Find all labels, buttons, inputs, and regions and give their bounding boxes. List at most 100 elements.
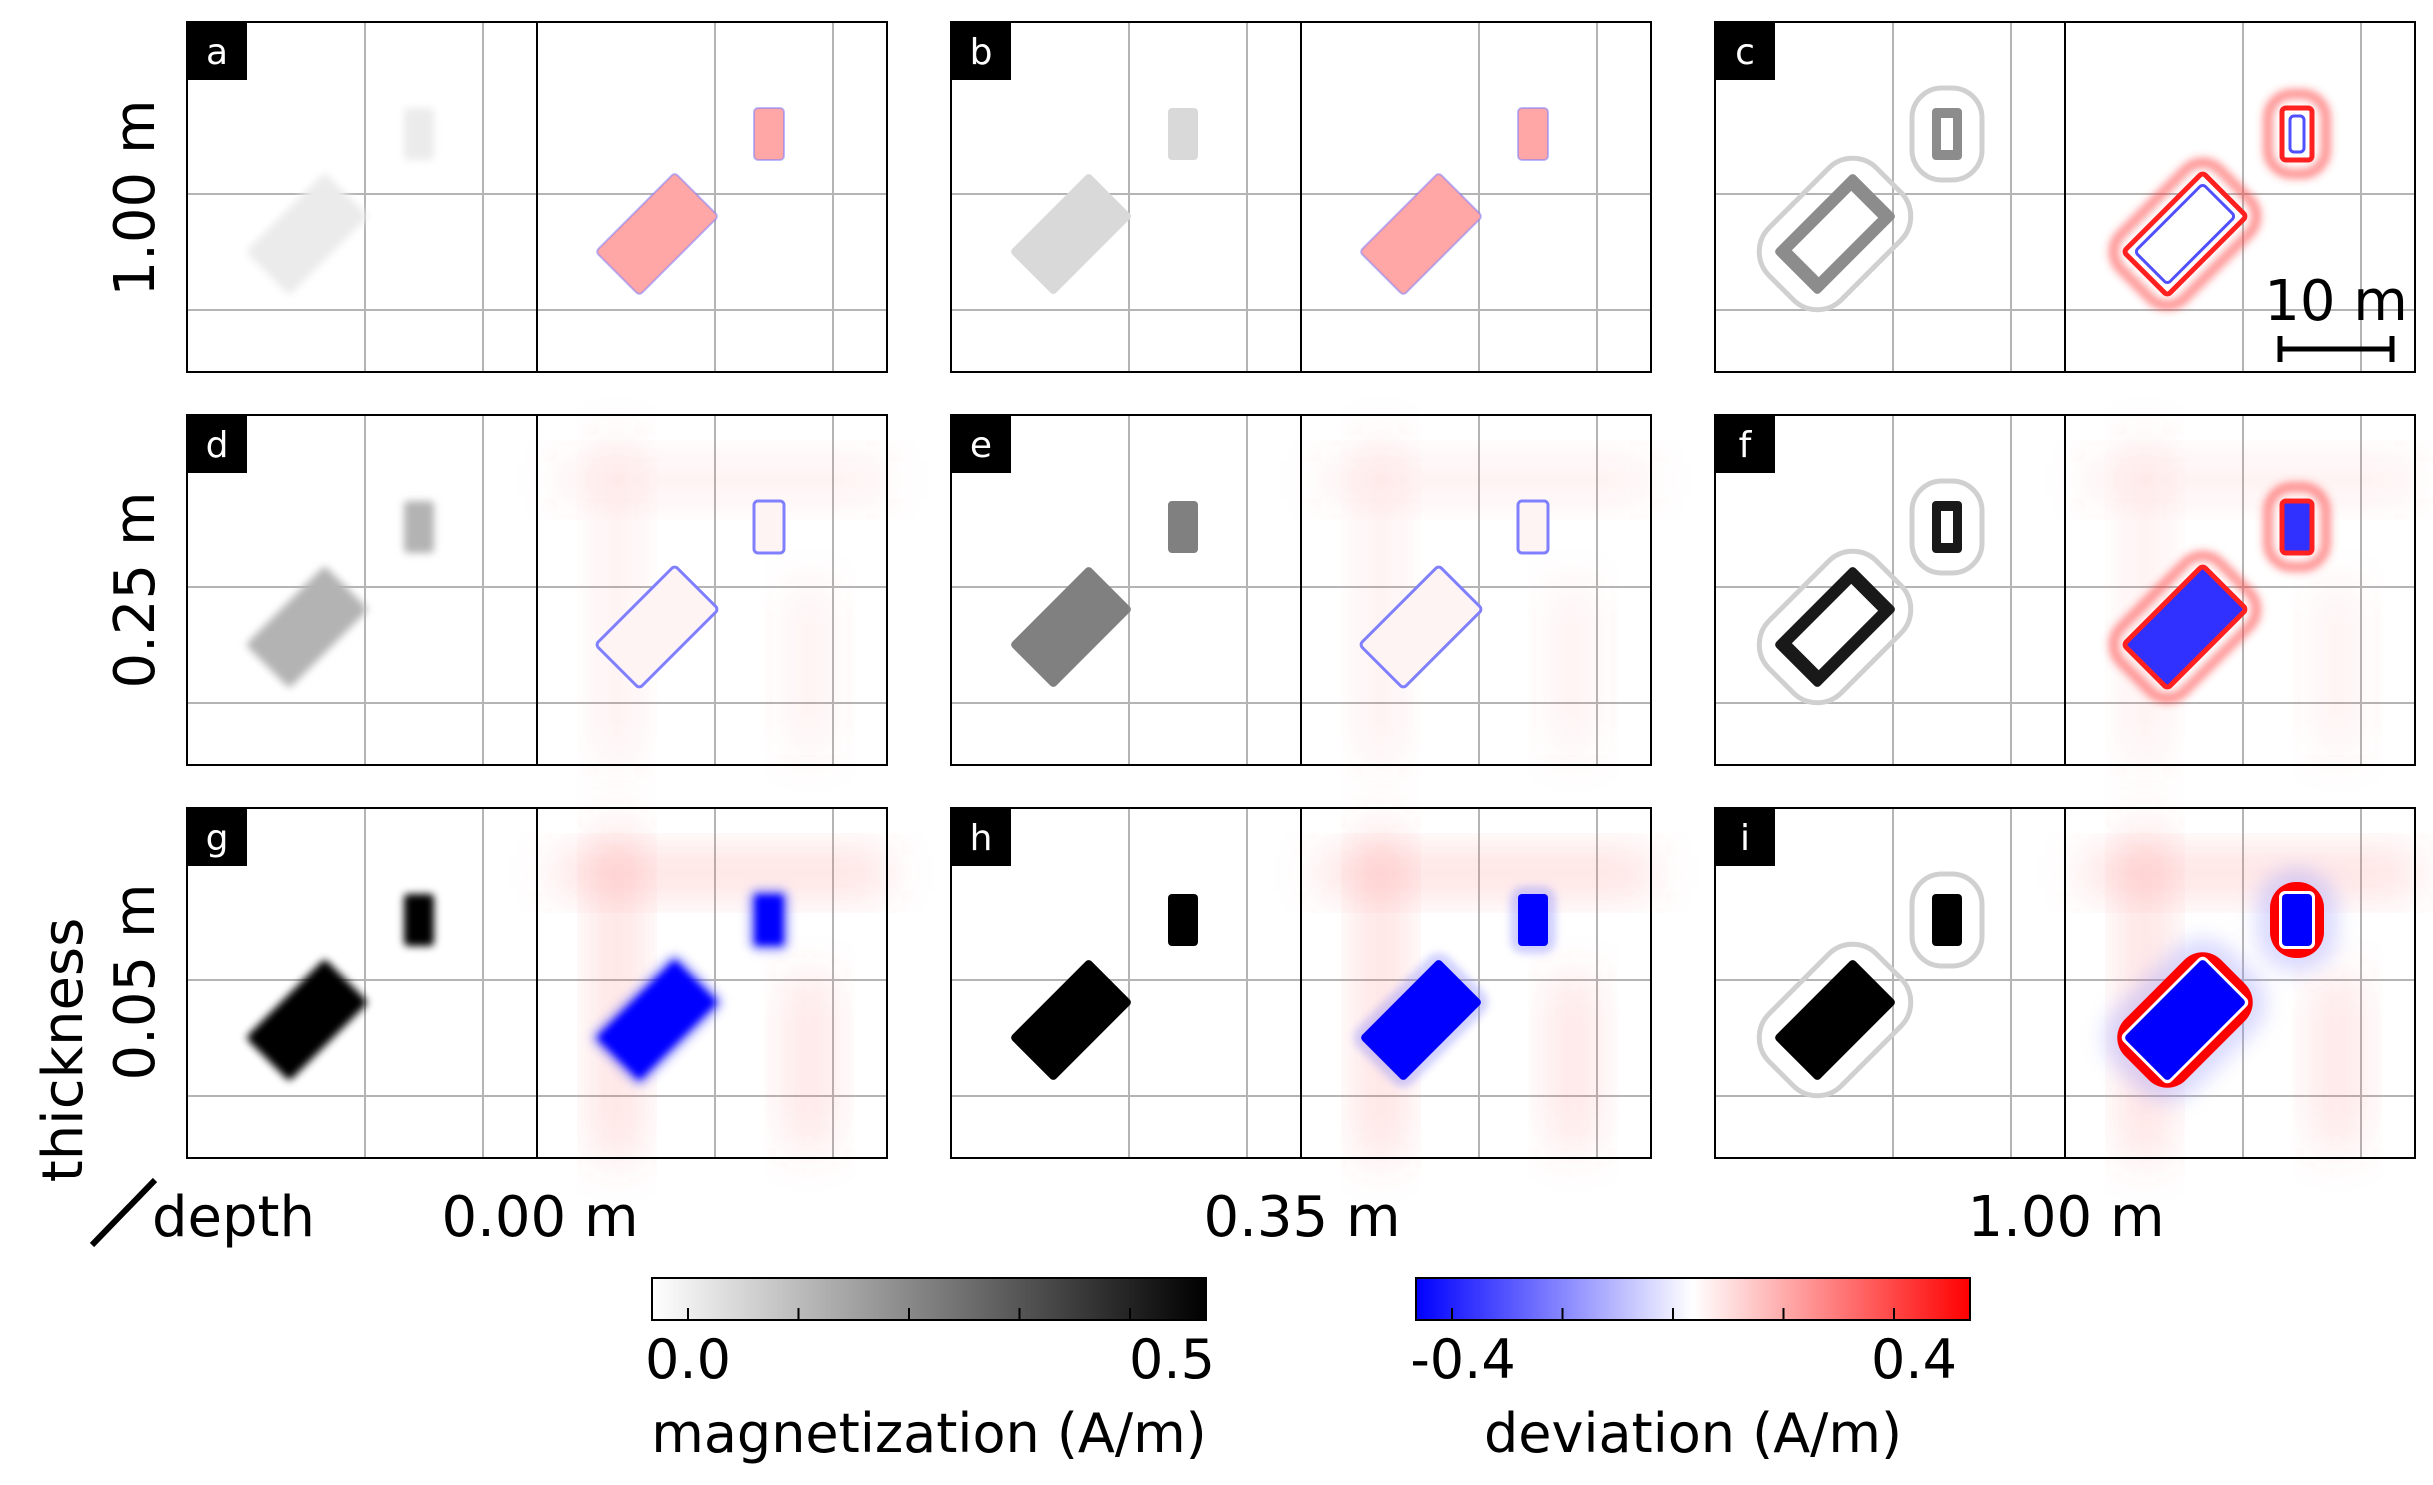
colorbar-magnetization-min: 0.0: [645, 1328, 731, 1391]
panel-letter-box: [187, 22, 247, 80]
panel-d: d: [186, 414, 888, 766]
magnetization-halo: [1909, 478, 1985, 576]
deviation-rectangle-inner: [2134, 183, 2236, 285]
panel-letter-box: [187, 808, 247, 866]
deviation-bar: [753, 107, 785, 161]
deviation-bar: [2279, 498, 2315, 556]
panel-letter-box: [951, 415, 1011, 473]
depth-value-2: 0.35 m: [1203, 1185, 1400, 1250]
deviation-bar: [754, 894, 784, 946]
colorbar-deviation-min: -0.4: [1410, 1328, 1515, 1391]
panel-f-magnetization: f: [1714, 414, 2066, 766]
deviation-rectangle-halo: [2108, 550, 2262, 704]
panel-f: f: [1714, 414, 2416, 766]
panel-h-magnetization-gridlines: [951, 808, 1301, 1158]
scale-bar-label: 10 m: [2264, 269, 2408, 334]
magnetization-source-bar: [404, 501, 434, 553]
panel-g-deviation: [536, 807, 888, 1159]
panel-e-magnetization-gridlines: [951, 415, 1301, 765]
plot-background: [951, 415, 1301, 765]
plot-background: [1715, 415, 2065, 765]
panel-c-magnetization: c: [1714, 21, 2066, 373]
deviation-background-band: [557, 460, 887, 500]
panel-i-magnetization-gridlines: [1715, 808, 2065, 1158]
plot-frame: [536, 21, 888, 373]
plot-background: [537, 22, 887, 372]
panel-letter: h: [970, 818, 993, 859]
panel-c-deviation: [2064, 21, 2416, 373]
deviation-background-band: [1321, 853, 1651, 893]
panel-a-deviation: [536, 21, 888, 373]
row-label-3: 0.05 m: [103, 883, 168, 1080]
panel-letter: f: [1739, 425, 1753, 466]
magnetization-halo: [1909, 871, 1985, 969]
magnetization-source-rectangle: [247, 960, 367, 1080]
panel-g-magnetization: g: [186, 807, 538, 1159]
deviation-bar: [2282, 894, 2312, 946]
plot-frame: [536, 807, 888, 1159]
colorbar-deviation-ticks: [1451, 1308, 1895, 1320]
plot-frame: [2064, 807, 2416, 1159]
deviation-background-band: [2085, 853, 2415, 893]
colorbar-magnetization-max: 0.5: [1129, 1328, 1215, 1391]
panel-i: i: [1714, 807, 2416, 1159]
panel-e: e: [950, 414, 1652, 766]
magnetization-source-bar: [404, 108, 434, 160]
panel-letter-box: [1715, 22, 1775, 80]
thickness-label: thickness: [31, 918, 96, 1183]
plot-background: [1715, 808, 2065, 1158]
panel-a-magnetization: a: [186, 21, 538, 373]
deviation-bar-inner: [2288, 114, 2306, 154]
panel-g: g: [186, 807, 888, 1159]
panel-b: b: [950, 21, 1652, 373]
panel-c: c: [1714, 21, 2416, 373]
panel-letter: d: [206, 425, 229, 466]
magnetization-inner-void: [1941, 511, 1953, 543]
magnetization-source-rectangle: [1011, 960, 1131, 1080]
magnetization-source-bar: [404, 894, 434, 946]
panel-i-magnetization: i: [1714, 807, 2066, 1159]
panel-letter: g: [206, 818, 229, 859]
plot-frame: [2064, 414, 2416, 766]
panel-h-deviation: [1300, 807, 1652, 1159]
plot-background: [1715, 22, 2065, 372]
panel-letter-box: [951, 22, 1011, 80]
panel-letter: a: [206, 32, 228, 73]
magnetization-source-rectangle: [247, 567, 367, 687]
plot-frame: [2064, 21, 2416, 373]
plot-background: [951, 22, 1301, 372]
deviation-rectangle-halo: [2108, 157, 2262, 311]
deviation-bar-halo: [2263, 482, 2331, 572]
panel-letter: i: [1740, 818, 1750, 859]
panel-letter-box: [951, 808, 1011, 866]
panel-a-magnetization-gridlines: [187, 22, 537, 372]
panel-b-magnetization: b: [950, 21, 1302, 373]
panel-d-magnetization-gridlines: [187, 415, 537, 765]
deviation-background-band: [2315, 978, 2360, 1148]
panel-letter: c: [1735, 32, 1755, 73]
panel-d-deviation: [536, 414, 888, 766]
panel-letter-box: [187, 415, 247, 473]
magnetization-halo: [1756, 548, 1914, 706]
magnetization-halo: [1756, 941, 1914, 1099]
deviation-background-band: [1321, 460, 1651, 500]
magnetization-source-bar: [1168, 108, 1198, 160]
magnetization-inner-void: [1791, 583, 1879, 671]
row-label-2: 0.25 m: [103, 491, 168, 688]
magnetization-halo: [1756, 155, 1914, 313]
panel-a: a: [186, 21, 888, 373]
panel-f-magnetization-gridlines: [1715, 415, 2065, 765]
panel-b-deviation: [1300, 21, 1652, 373]
deviation-background-band: [2085, 460, 2415, 500]
magnetization-source-bar: [1168, 894, 1198, 946]
plot-background: [187, 22, 537, 372]
row-label-1: 1.00 m: [103, 99, 168, 296]
panel-f-deviation: [2064, 414, 2416, 766]
magnetization-source-rectangle: [1011, 567, 1131, 687]
deviation-rectangle: [1359, 565, 1483, 689]
deviation-rectangle: [597, 960, 717, 1080]
deviation-rectangle: [2122, 171, 2248, 297]
panel-i-deviation: [2064, 807, 2416, 1159]
deviation-background-band: [557, 853, 887, 893]
